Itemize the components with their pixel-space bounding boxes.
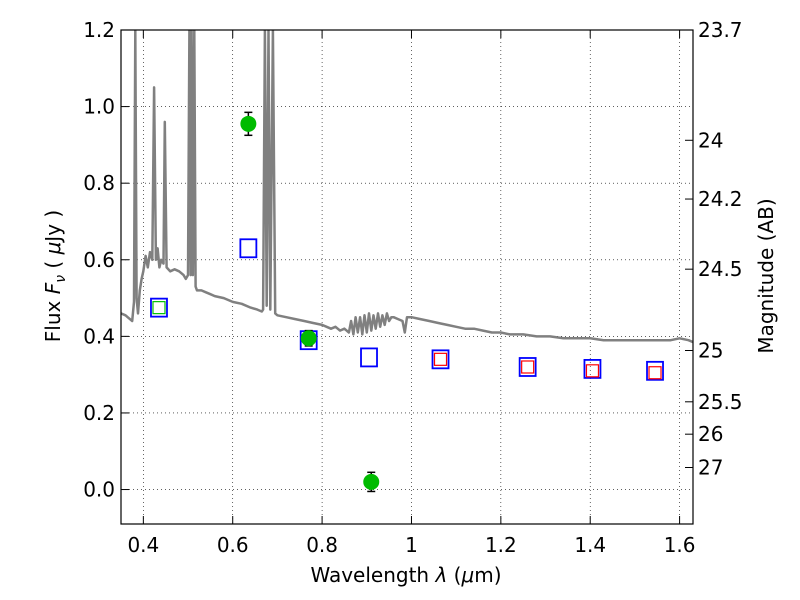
x-tick-label: 1.6 [664, 533, 696, 557]
mag-tick-label: 24.2 [698, 187, 743, 211]
model-photometry-square [518, 357, 537, 377]
mag-tick-label: 27 [698, 455, 723, 479]
x-axis-title: Wavelength λ (μm) [310, 563, 501, 587]
y-tick-label: 0.4 [83, 324, 115, 348]
model-photometry-inner-square [648, 366, 662, 380]
model-photometry-inner-square [585, 364, 600, 378]
mag-tick-label: 26 [698, 422, 723, 446]
tick-labels: 0.4 0.6 0.8 1 1.2 1.4 1.6 0.0 0.2 0.4 0.6 0.8 1.0 1.2… [83, 18, 742, 557]
sed-spectrum [121, 30, 693, 344]
y-tick-label: 1.2 [83, 18, 115, 42]
grid [121, 29, 693, 524]
model-photometry-square [150, 297, 168, 318]
observed-photometry-point [300, 330, 317, 347]
x-tick-label: 1.2 [485, 533, 517, 557]
ticks [121, 29, 693, 524]
x-tick-label: 1.4 [574, 533, 606, 557]
mag-tick-label: 25.5 [698, 390, 743, 414]
y-axis-right-title: Magnitude (AB) [754, 198, 778, 353]
x-tick-label: 0.8 [306, 533, 338, 557]
plot-frame [120, 29, 694, 525]
model-photometry-inner-square [521, 360, 535, 374]
mag-tick-label: 24 [698, 128, 723, 152]
sed-model-line [121, 30, 693, 344]
y-tick-label: 0.8 [83, 171, 115, 195]
y-tick-label: 0.6 [83, 248, 115, 272]
observed-photometry-point [363, 473, 380, 490]
y-tick-label: 1.0 [83, 95, 115, 119]
x-tick-label: 0.4 [127, 533, 159, 557]
x-tick-label: 1 [405, 533, 418, 557]
mag-tick-label: 23.7 [698, 18, 743, 42]
model-photometry-square [239, 238, 258, 259]
data-markers [150, 111, 664, 493]
mag-tick-label: 24.5 [698, 257, 743, 281]
model-photometry-square [360, 347, 378, 368]
model-photometry-inner-square [433, 352, 448, 366]
observed-photometry-point [240, 115, 257, 132]
y-tick-label: 0.0 [83, 478, 115, 502]
model-photometry-square [583, 359, 602, 379]
model-photometry-inner-square [152, 301, 166, 315]
model-photometry-square [431, 349, 450, 370]
y-tick-label: 0.2 [83, 401, 115, 425]
x-tick-label: 0.6 [217, 533, 249, 557]
model-photometry-square [646, 360, 664, 381]
y-axis-title: Flux Fν ( μJy ) [41, 210, 69, 342]
mag-tick-label: 25 [698, 338, 723, 362]
